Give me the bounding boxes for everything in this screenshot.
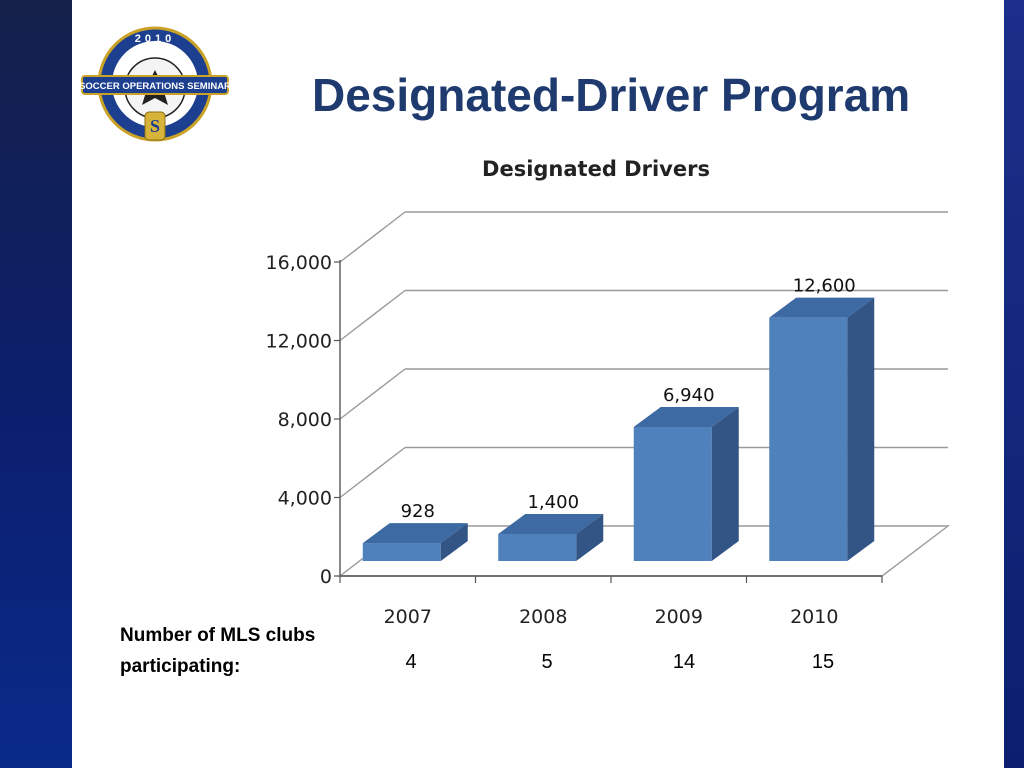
bar-top bbox=[498, 513, 604, 534]
y-tick-label: 4,000 bbox=[278, 488, 332, 510]
gridline-side bbox=[339, 289, 406, 342]
y-tick-label: 16,000 bbox=[266, 252, 332, 274]
gridline-side bbox=[339, 368, 406, 420]
bar-top bbox=[769, 297, 875, 318]
club-count-2008: 5 bbox=[541, 651, 553, 673]
data-label: 928 bbox=[401, 501, 435, 522]
gridline-side bbox=[339, 211, 406, 263]
data-label: 12,600 bbox=[793, 276, 856, 297]
slide: 2010 SOCCER OPERATIONS SEMINAR S Designa… bbox=[72, 0, 1004, 768]
bar-side bbox=[847, 297, 875, 561]
bar-top bbox=[362, 523, 468, 544]
logo-shield-icon: S bbox=[150, 116, 160, 136]
bar-side bbox=[576, 513, 604, 561]
y-tick-label: 12,000 bbox=[266, 331, 332, 353]
clubs-label-line1: Number of MLS clubs bbox=[120, 625, 316, 646]
chart-title: Designated Drivers bbox=[482, 157, 710, 181]
bar-side bbox=[440, 523, 468, 561]
clubs-row-label: Number of MLS clubs participating: bbox=[120, 620, 315, 682]
chart-bars bbox=[362, 297, 875, 561]
x-tick-label: 2010 bbox=[790, 606, 838, 628]
right-decor-band bbox=[1004, 0, 1024, 768]
bar-front bbox=[498, 533, 577, 561]
bar-2010 bbox=[769, 297, 875, 561]
bar-2008 bbox=[498, 513, 604, 561]
y-tick-label: 8,000 bbox=[278, 409, 332, 431]
logo-banner: SOCCER OPERATIONS SEMINAR bbox=[80, 81, 230, 92]
bar-front bbox=[362, 543, 441, 561]
club-count-2007: 4 bbox=[405, 651, 417, 673]
data-label: 1,400 bbox=[527, 492, 579, 513]
bar-front bbox=[633, 426, 712, 561]
club-count-2009: 14 bbox=[672, 651, 696, 673]
chart-text: Designated Drivers 0 4,000 8,000 12,000 16,00… bbox=[266, 157, 856, 628]
y-tick-label: 0 bbox=[320, 566, 332, 588]
data-label: 6,940 bbox=[663, 385, 715, 406]
gridline-side bbox=[339, 446, 406, 499]
logo-year: 2010 bbox=[135, 33, 175, 45]
x-tick-label: 2007 bbox=[384, 606, 432, 628]
bar-front bbox=[769, 317, 848, 561]
left-decor-band bbox=[0, 0, 72, 768]
x-tick-label: 2009 bbox=[655, 606, 703, 628]
chart-axes bbox=[334, 260, 883, 583]
x-tick-label: 2008 bbox=[519, 606, 567, 628]
bar-2009 bbox=[633, 406, 739, 561]
seminar-logo: 2010 SOCCER OPERATIONS SEMINAR S bbox=[80, 26, 230, 142]
bar-2007 bbox=[362, 523, 468, 561]
bar-side bbox=[711, 406, 739, 561]
bar-top bbox=[633, 406, 739, 427]
clubs-label-line2: participating: bbox=[120, 656, 241, 677]
slide-title: Designated-Driver Program bbox=[312, 69, 911, 121]
club-count-2010: 15 bbox=[811, 651, 835, 673]
